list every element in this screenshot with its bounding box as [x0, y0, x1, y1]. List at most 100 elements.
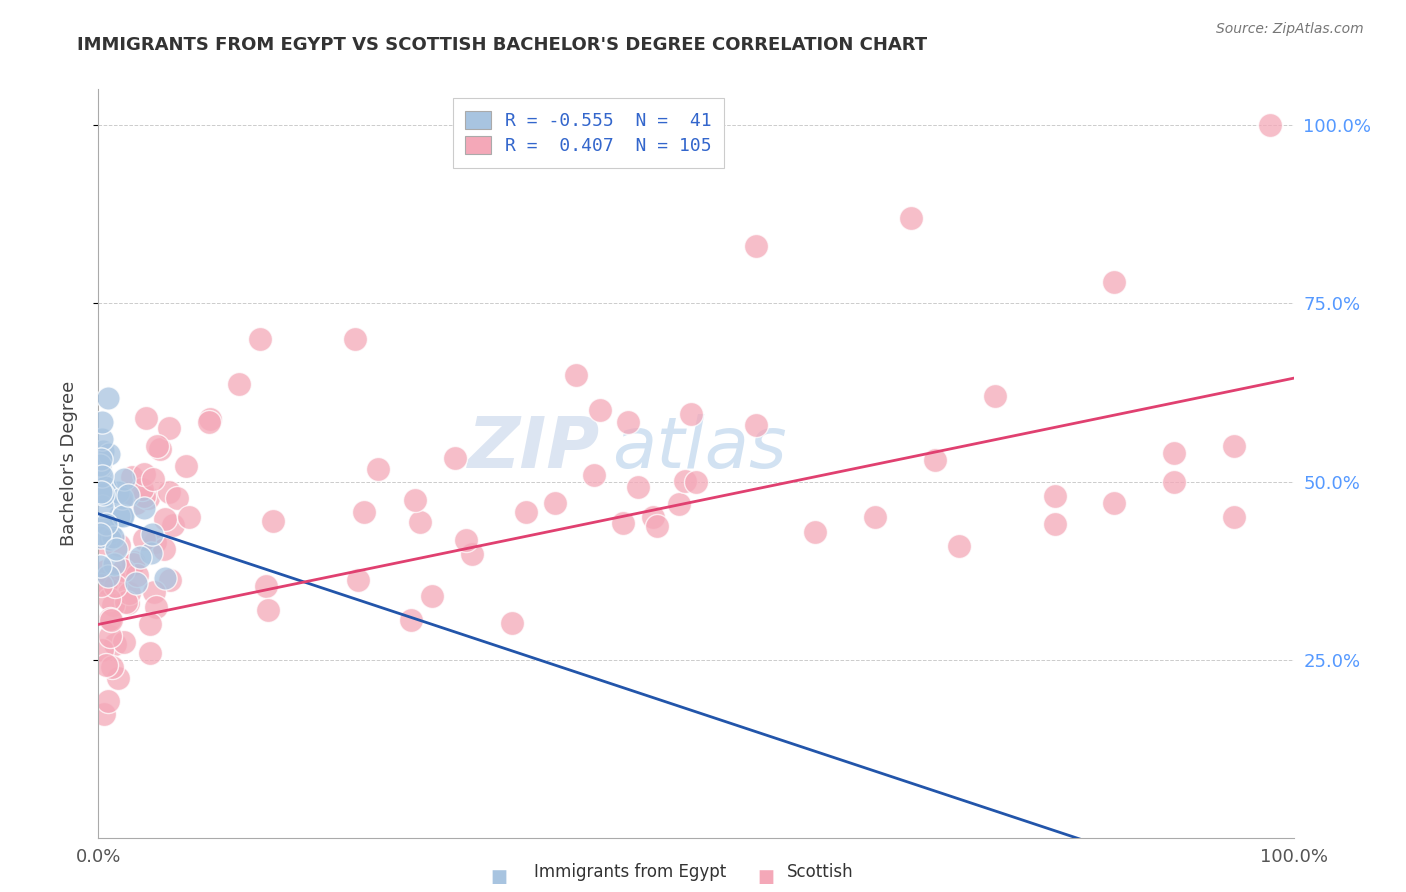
Point: [149, 442, 172, 457]
Point: [101, 598, 124, 612]
Point: [132, 532, 155, 546]
Point: [132, 467, 155, 481]
Point: [984, 389, 1007, 403]
Point: [93, 443, 115, 458]
Point: [122, 558, 145, 572]
Point: [90, 485, 112, 500]
Point: [197, 415, 219, 429]
Point: [157, 484, 180, 499]
Point: [94, 517, 117, 532]
Point: [89, 457, 111, 471]
Text: atlas: atlas: [613, 415, 787, 483]
Point: [153, 512, 176, 526]
Point: [112, 472, 135, 486]
Point: [96, 657, 118, 672]
Point: [256, 602, 278, 616]
Point: [100, 524, 122, 539]
Point: [346, 574, 368, 588]
Point: [90, 452, 112, 467]
Text: ■: ■: [758, 868, 775, 886]
Point: [138, 616, 160, 631]
Point: [104, 637, 127, 651]
Point: [157, 421, 180, 435]
Point: [91, 643, 114, 657]
Point: [96, 569, 118, 583]
Point: [118, 586, 141, 600]
Point: [501, 616, 523, 631]
Point: [673, 474, 696, 488]
Point: [948, 539, 970, 553]
Point: [111, 508, 134, 523]
Point: [112, 508, 135, 523]
Point: [1258, 118, 1281, 132]
Point: [612, 516, 634, 530]
Point: [94, 480, 117, 494]
Point: [804, 524, 827, 539]
Point: [121, 469, 143, 483]
Point: [134, 489, 156, 503]
Point: [89, 530, 111, 544]
Point: [141, 526, 163, 541]
Point: [98, 592, 121, 607]
Point: [90, 499, 112, 513]
Point: [679, 407, 702, 421]
Point: [89, 526, 111, 541]
Point: [162, 518, 184, 533]
Point: [627, 480, 650, 494]
Point: [108, 570, 131, 584]
Point: [1104, 275, 1126, 289]
Point: [745, 239, 768, 253]
Point: [262, 514, 284, 528]
Point: [117, 487, 139, 501]
Point: [139, 646, 162, 660]
Point: [114, 595, 136, 609]
Point: [685, 475, 707, 489]
Point: [89, 559, 111, 574]
Point: [98, 612, 121, 626]
Point: [97, 391, 120, 405]
Point: [138, 491, 160, 505]
Point: [107, 671, 129, 685]
Point: [589, 403, 612, 417]
Point: [139, 546, 162, 560]
Point: [865, 510, 887, 524]
Point: [112, 635, 135, 649]
Point: [89, 460, 111, 475]
Point: [143, 535, 166, 549]
Point: [399, 613, 422, 627]
Point: [155, 571, 177, 585]
Point: [96, 576, 118, 591]
Point: [645, 519, 668, 533]
Point: [344, 332, 367, 346]
Point: [131, 482, 153, 496]
Text: Immigrants from Egypt: Immigrants from Egypt: [534, 863, 727, 881]
Point: [254, 579, 277, 593]
Point: [177, 509, 200, 524]
Point: [249, 332, 271, 346]
Text: Scottish: Scottish: [787, 863, 853, 881]
Point: [152, 542, 174, 557]
Point: [98, 447, 121, 461]
Point: [900, 211, 922, 225]
Point: [443, 450, 465, 465]
Point: [145, 439, 167, 453]
Point: [129, 549, 152, 564]
Point: [1163, 475, 1185, 489]
Point: [198, 412, 221, 426]
Point: [94, 516, 117, 531]
Point: [91, 415, 114, 429]
Point: [100, 613, 122, 627]
Point: [643, 510, 665, 524]
Text: IMMIGRANTS FROM EGYPT VS SCOTTISH BACHELOR'S DEGREE CORRELATION CHART: IMMIGRANTS FROM EGYPT VS SCOTTISH BACHEL…: [77, 36, 928, 54]
Point: [1043, 517, 1066, 532]
Text: ■: ■: [491, 868, 508, 886]
Point: [159, 574, 181, 588]
Point: [105, 541, 128, 556]
Point: [98, 629, 121, 643]
Point: [420, 590, 443, 604]
Point: [97, 489, 120, 503]
Point: [103, 557, 125, 571]
Point: [108, 538, 131, 552]
Point: [924, 453, 946, 467]
Point: [91, 525, 114, 540]
